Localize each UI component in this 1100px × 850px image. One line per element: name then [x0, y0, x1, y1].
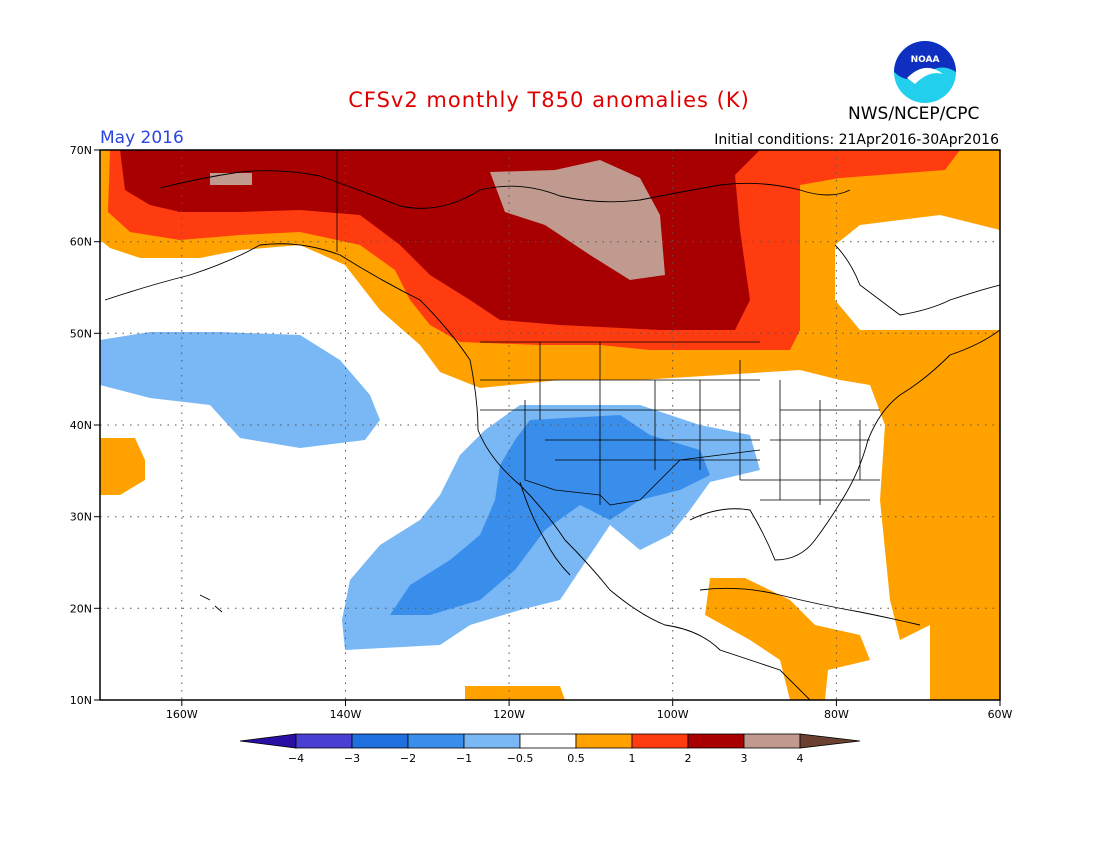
colorbar-label: 4 — [797, 752, 804, 765]
colorbar: −4 −3 −2 −1 −0.5 0.5 1 2 3 4 — [239, 733, 861, 765]
lon-tick-label: 60W — [988, 708, 1013, 721]
latitude-labels: 70N 60N 50N 40N 30N 20N 10N — [70, 144, 92, 707]
graticule — [100, 150, 1000, 700]
longitude-labels: 160W 140W 120W 100W 80W 60W — [166, 708, 1013, 721]
colorbar-swatch — [575, 733, 633, 749]
colorbar-swatch — [463, 733, 521, 749]
lat-tick-label: 30N — [70, 511, 92, 524]
colorbar-label: −2 — [400, 752, 416, 765]
cool-region-southwest-medium — [390, 415, 710, 615]
colorbar-swatch — [407, 733, 465, 749]
tick-marks — [94, 149, 1001, 706]
warm-region-small-orange — [465, 686, 565, 700]
map-panel — [100, 150, 1000, 700]
organization-label: NWS/NCEP/CPC — [848, 104, 980, 124]
colorbar-label: 2 — [685, 752, 692, 765]
lat-tick-label: 20N — [70, 602, 92, 615]
lon-tick-label: 120W — [493, 708, 525, 721]
initial-conditions: Initial conditions: 21Apr2016-30Apr2016 — [714, 132, 999, 148]
colorbar-label: −1 — [456, 752, 472, 765]
colorbar-swatch — [295, 733, 353, 749]
noaa-logo-icon: NOAA — [894, 41, 956, 103]
colorbar-swatch — [687, 733, 745, 749]
colorbar-min-arrow — [239, 733, 297, 749]
colorbar-swatch — [351, 733, 409, 749]
lon-tick-label: 80W — [824, 708, 849, 721]
colorbar-max-arrow — [799, 733, 861, 749]
lat-tick-label: 40N — [70, 419, 92, 432]
lat-tick-label: 10N — [70, 694, 92, 707]
coastlines — [104, 170, 1000, 700]
colorbar-label: −0.5 — [507, 752, 534, 765]
colorbar-label: 1 — [629, 752, 636, 765]
political-borders — [336, 150, 880, 506]
lat-tick-label: 60N — [70, 236, 92, 249]
colorbar-label: 3 — [741, 752, 748, 765]
colorbar-label: −3 — [344, 752, 360, 765]
lon-tick-label: 140W — [330, 708, 362, 721]
colorbar-label: 0.5 — [567, 752, 585, 765]
lat-tick-label: 70N — [70, 144, 92, 157]
warm-region-north-brown — [490, 160, 665, 280]
colorbar-label: −4 — [288, 752, 304, 765]
colorbar-swatch — [519, 733, 577, 749]
colorbar-swatch — [631, 733, 689, 749]
lon-tick-label: 160W — [166, 708, 198, 721]
warm-region-pacific-orange — [100, 438, 145, 495]
logo-text: NOAA — [911, 55, 940, 65]
lat-tick-label: 50N — [70, 327, 92, 340]
lon-tick-label: 100W — [657, 708, 689, 721]
colorbar-swatch — [743, 733, 801, 749]
warm-region-brown-patch — [210, 173, 252, 185]
cool-region-pacific-light — [100, 332, 380, 448]
forecast-month: May 2016 — [100, 128, 184, 148]
chart-title: CFSv2 monthly T850 anomalies (K) — [348, 88, 750, 112]
